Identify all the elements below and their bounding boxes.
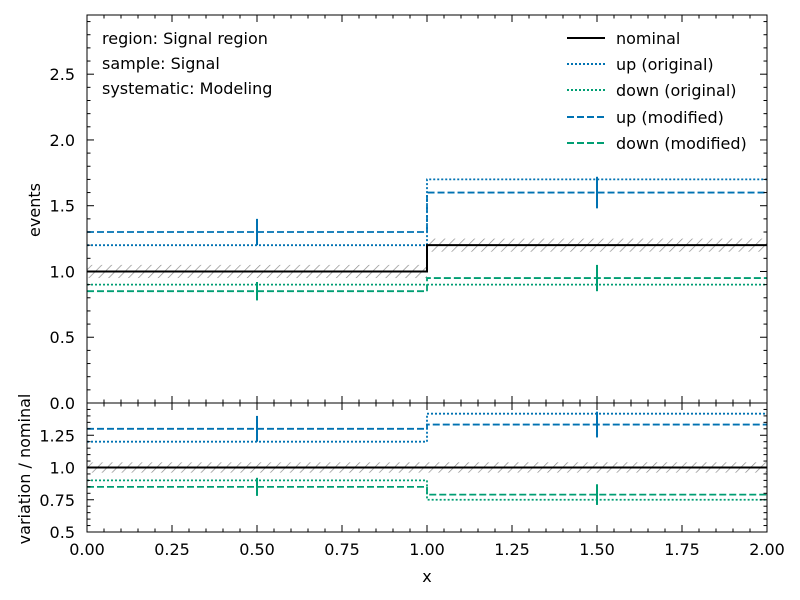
main-y-tick-label: 1.0 xyxy=(50,262,75,281)
ratio-y-tick-label: 0.75 xyxy=(39,491,75,510)
legend-label-down-modified: down (modified) xyxy=(616,134,747,153)
x-tick-label: 0.00 xyxy=(69,540,105,559)
legend-label-down-original: down (original) xyxy=(616,81,737,100)
x-tick-label: 2.00 xyxy=(749,540,785,559)
legend-label-up-original: up (original) xyxy=(616,55,714,74)
main-y-tick-label: 0.0 xyxy=(50,394,75,413)
ratio-panel: 0.5 0.75 1.0 1.25 0.00 0.25 0.50 0.75 1.00 1.25 1… xyxy=(15,394,785,586)
legend-label-nominal: nominal xyxy=(616,29,680,48)
ratio-series-lines xyxy=(87,412,767,501)
ratio-y-tick-label: 0.5 xyxy=(50,523,75,542)
ratio-y-axis-label: variation / nominal xyxy=(15,394,34,545)
main-line-nominal xyxy=(87,244,767,273)
x-axis-label: x xyxy=(422,567,431,586)
info-sample: sample: Signal xyxy=(102,54,220,73)
main-line-up-original xyxy=(87,178,767,247)
x-tick-label: 0.25 xyxy=(154,540,190,559)
info-systematic: systematic: Modeling xyxy=(102,79,272,98)
main-y-tick-label: 2.0 xyxy=(50,131,75,150)
ratio-line-up-modified xyxy=(87,423,767,430)
ratio-y-tick-label: 1.25 xyxy=(39,426,75,445)
legend: nominal up (original) down (original) up… xyxy=(567,29,747,153)
ratio-line-down-modified xyxy=(87,485,767,496)
x-tick-label: 1.50 xyxy=(579,540,615,559)
main-y-tick-label: 2.5 xyxy=(50,65,75,84)
main-y-tick-labels: 0.0 0.5 1.0 1.5 2.0 2.5 xyxy=(50,65,75,413)
x-tick-label: 0.50 xyxy=(239,540,275,559)
main-panel: 0.0 0.5 1.0 1.5 2.0 2.5 events region: Signal… xyxy=(25,14,768,413)
x-tick-labels: 0.00 0.25 0.50 0.75 1.00 1.25 1.50 1.75 2.00 xyxy=(69,540,785,559)
main-y-tick-label: 0.5 xyxy=(50,328,75,347)
main-error-bars xyxy=(256,176,598,301)
x-tick-label: 1.75 xyxy=(664,540,700,559)
ratio-y-tick-label: 1.0 xyxy=(50,459,75,478)
info-block: region: Signal region sample: Signal sys… xyxy=(102,29,272,98)
x-tick-label: 0.75 xyxy=(324,540,360,559)
ratio-plot-frame xyxy=(86,402,768,533)
x-tick-label: 1.25 xyxy=(494,540,530,559)
main-y-axis-label: events xyxy=(25,183,44,237)
ratio-error-bars xyxy=(256,411,598,505)
main-y-tick-label: 1.5 xyxy=(50,197,75,216)
ratio-y-tick-labels: 0.5 0.75 1.0 1.25 xyxy=(39,426,75,542)
x-tick-label: 1.00 xyxy=(409,540,445,559)
info-region: region: Signal region xyxy=(102,29,268,48)
legend-label-up-modified: up (modified) xyxy=(616,108,724,127)
